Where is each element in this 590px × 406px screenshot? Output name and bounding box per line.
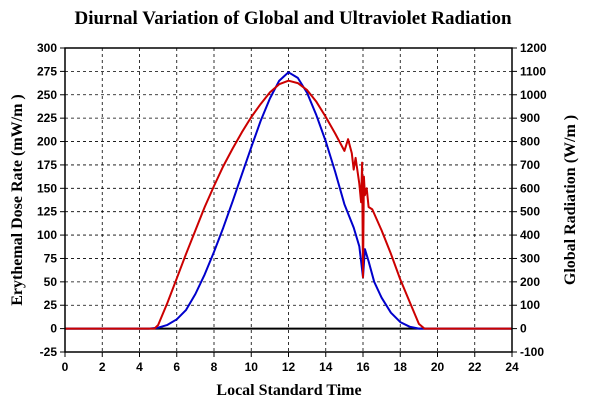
y2-tick-label: -100 [520,345,544,359]
x-tick-label: 0 [62,360,69,374]
y2-tick-label: 800 [520,135,540,149]
x-tick-label: 20 [431,360,445,374]
series-group [65,71,512,330]
y-tick-label: 250 [37,88,57,102]
chart-title: Diurnal Variation of Global and Ultravio… [74,8,511,29]
x-tick-label: 22 [468,360,482,374]
y-tick-label: 100 [37,228,57,242]
y2-tick-label: 1100 [520,64,546,78]
y-tick-label: 150 [37,181,57,195]
x-tick-label: 8 [211,360,218,374]
y2-tick-label: 900 [520,111,540,125]
y2-tick-label: 200 [520,275,540,289]
y-tick-label: 300 [37,41,57,55]
x-tick-label: 14 [319,360,333,374]
x-tick-label: 4 [136,360,143,374]
y-tick-label: 125 [37,205,57,219]
x-tick-label: 10 [245,360,259,374]
x-axis: 0 2 4 6 8 10 12 14 16 18 20 22 24 [62,352,519,374]
y-tick-label: 275 [37,64,57,78]
y-tick-label: 175 [37,158,57,172]
x-tick-label: 12 [282,360,296,374]
y2-tick-label: 700 [520,158,540,172]
series-line-global [65,79,512,330]
y-tick-label: 200 [37,135,57,149]
x-tick-label: 16 [356,360,370,374]
y2-tick-label: 600 [520,181,540,195]
y-tick-label: -25 [40,345,58,359]
series-line-uv [65,71,512,330]
x-tick-label: 6 [173,360,180,374]
y-tick-label: 25 [44,298,58,312]
y2-tick-label: 500 [520,205,540,219]
y2-tick-label: 100 [520,298,540,312]
y-axis-label: Erythemal Dose Rate (mW/m ) [9,94,26,306]
x-axis-label: Local Standard Time [216,382,361,399]
y2-tick-label: 0 [520,322,527,336]
x-tick-label: 18 [394,360,408,374]
y-tick-label: 75 [44,251,58,265]
y-tick-label: 0 [50,322,57,336]
x-tick-label: 24 [505,360,519,374]
x-tick-label: 2 [99,360,106,374]
y2-tick-label: 1200 [520,41,547,55]
y-tick-label: 225 [37,111,57,125]
y2-tick-label: 1000 [520,88,547,102]
y2-tick-label: 300 [520,251,540,265]
y2-tick-label: 400 [520,228,540,242]
y-axis-right: -100 0 100 200 300 400 500 600 700 800 900 1000 1100… [512,41,547,359]
y-tick-label: 50 [44,275,58,289]
y-axis-left: -25 0 25 50 75 100 125 150 175 200 225 250 275 300 [37,41,65,359]
y2-axis-label: Global Radiation (W/m ) [562,115,579,285]
